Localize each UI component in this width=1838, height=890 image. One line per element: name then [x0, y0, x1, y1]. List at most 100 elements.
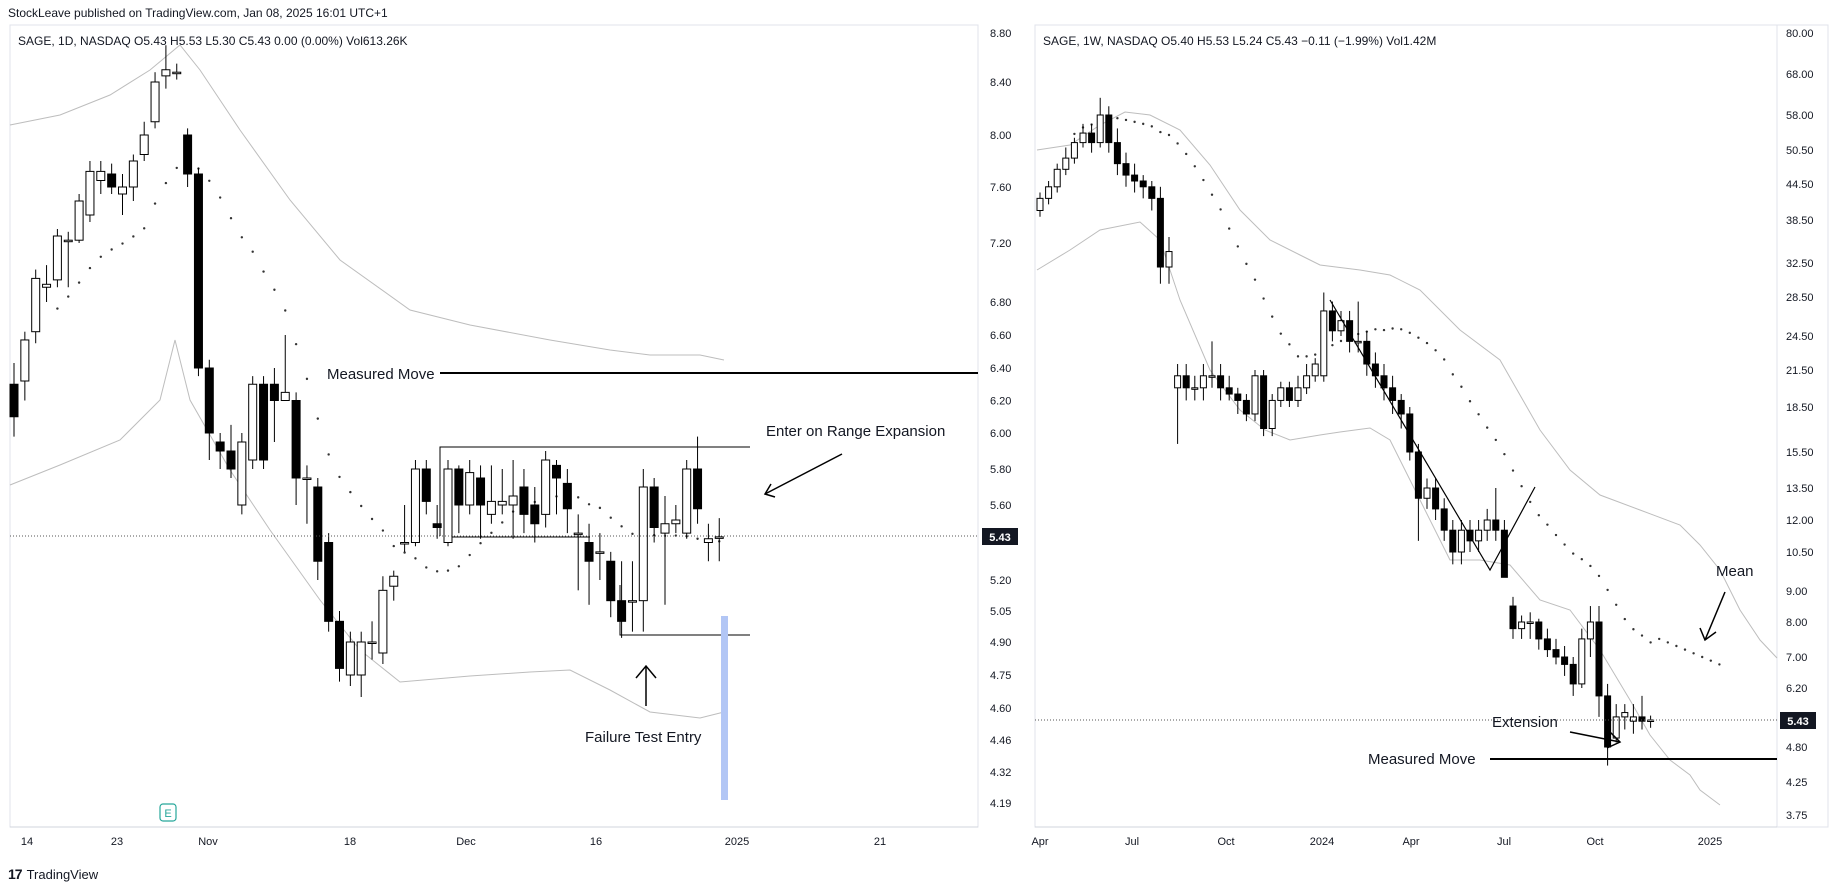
mean-arrow	[1704, 591, 1726, 641]
right-mean-dot	[1572, 552, 1575, 555]
event-marker[interactable]: E	[159, 803, 177, 822]
right-mean-dot	[1176, 142, 1179, 145]
right-mean-dot	[1150, 125, 1154, 128]
right-candle	[1070, 137, 1078, 164]
left-price-tick: 6.00	[990, 428, 1011, 440]
left-mean-dot	[164, 181, 168, 185]
right-mean-dot	[1589, 564, 1592, 568]
right-mean-dot	[1400, 328, 1403, 331]
right-mean-dot	[1494, 438, 1498, 442]
left-candle	[617, 561, 627, 638]
left-mean-dot	[435, 570, 439, 573]
right-candle	[1328, 301, 1336, 342]
right-candle	[1638, 695, 1646, 730]
right-candle	[1363, 330, 1371, 376]
right-panel-frame	[1034, 24, 1829, 828]
left-time-tick: Nov	[198, 836, 218, 848]
footer-brand: TradingView	[26, 866, 99, 882]
left-candle	[389, 570, 399, 601]
left-time-tick: 2025	[725, 836, 749, 848]
left-mean-dot	[99, 255, 103, 258]
publisher-header: StockLeave published on TradingView.com,…	[8, 6, 388, 20]
right-candle	[1268, 394, 1276, 437]
left-candles	[9, 45, 724, 697]
right-price-tick: 80.00	[1786, 28, 1814, 40]
left-mean-dot	[360, 504, 363, 508]
left-candle	[541, 451, 551, 528]
left-time-axis[interactable]: 14 23 Nov 18 Dec 16 2025 21	[21, 836, 886, 848]
left-mean-dot	[305, 377, 309, 381]
right-mean-dots	[1073, 115, 1721, 666]
left-price-tick: 7.60	[990, 182, 1011, 194]
left-mean-dot	[631, 532, 634, 536]
right-candles	[1036, 97, 1655, 766]
right-time-tick: Apr	[1031, 836, 1048, 848]
left-time-tick: 14	[21, 836, 33, 848]
right-mean-dot	[1451, 373, 1455, 376]
left-candle	[400, 505, 410, 552]
right-mean-dot	[1632, 628, 1635, 631]
left-mean-dot	[284, 309, 287, 312]
left-price-axis[interactable]: 8.80 8.40 8.00 7.60 7.20 6.80 6.60 6.40 6.20 6.00…	[990, 28, 1011, 810]
left-candle	[42, 265, 52, 302]
right-time-axis[interactable]: Apr Jul Oct 2024 Apr Jul Oct 2025	[1031, 836, 1722, 848]
right-price-tick: 13.50	[1786, 483, 1814, 495]
left-candle	[280, 335, 290, 401]
right-mean-dot	[1692, 652, 1695, 655]
right-mean-dot	[1142, 122, 1145, 126]
right-candle	[1595, 606, 1603, 717]
left-mean-dot	[143, 227, 146, 230]
right-mean-dot	[1391, 327, 1394, 330]
left-mean-dot	[316, 417, 319, 420]
right-mean-dot	[1116, 117, 1119, 120]
right-candle	[1260, 370, 1268, 437]
left-mean-dot	[501, 521, 504, 524]
left-candle	[410, 460, 420, 547]
left-price-tick: 6.60	[990, 330, 1011, 342]
left-candle	[215, 433, 225, 469]
ann-enter-range-expansion: Enter on Range Expansion	[766, 423, 945, 440]
extension-arrowhead	[1606, 731, 1622, 749]
right-candle	[1543, 628, 1551, 657]
right-mean-dot	[1649, 641, 1652, 644]
left-candle	[562, 469, 572, 534]
left-price-tick: 5.80	[990, 464, 1011, 476]
right-mean-dot	[1477, 413, 1480, 416]
right-zigzag-pattern	[1329, 299, 1536, 572]
right-mean-dot	[1305, 355, 1308, 358]
ann-mean: Mean	[1716, 563, 1754, 580]
left-mean-dot	[88, 266, 92, 270]
left-candle	[595, 533, 605, 580]
right-envelope-bands	[1036, 111, 1778, 806]
right-mean-dot	[1666, 641, 1670, 644]
left-candle	[421, 460, 431, 515]
right-price-tick: 15.50	[1786, 447, 1814, 459]
right-candle	[1139, 175, 1147, 199]
right-candle	[1113, 128, 1121, 176]
right-mean-dot	[1503, 452, 1506, 456]
range-expansion-arrow	[764, 453, 843, 495]
right-mean-dot	[1606, 588, 1609, 592]
left-mean-dots	[56, 158, 721, 573]
right-candle	[1552, 638, 1560, 665]
left-candle	[74, 194, 84, 243]
left-mean-dot	[425, 566, 428, 569]
ann-left-measured-move: Measured Move	[327, 366, 435, 383]
right-candle	[1320, 292, 1328, 382]
right-candle	[1500, 520, 1508, 578]
left-price-tick: 5.05	[990, 606, 1011, 618]
right-mean-dot	[1675, 644, 1678, 648]
right-price-tick: 4.25	[1786, 777, 1807, 789]
right-mean-dot	[1228, 227, 1231, 230]
right-candle	[1629, 704, 1637, 734]
right-mean-dot	[1658, 637, 1661, 641]
right-price-axis[interactable]: 80.00 68.00 58.00 50.50 44.50 38.50 32.50 28.50…	[1786, 28, 1814, 822]
right-candle	[1346, 310, 1354, 353]
tradingview-footer[interactable]: 17 TradingView	[8, 866, 98, 882]
right-candle	[1647, 715, 1655, 728]
left-mean-dot	[153, 202, 157, 205]
right-candle	[1251, 370, 1259, 422]
left-candle	[671, 505, 681, 534]
left-time-tick: 18	[344, 836, 356, 848]
